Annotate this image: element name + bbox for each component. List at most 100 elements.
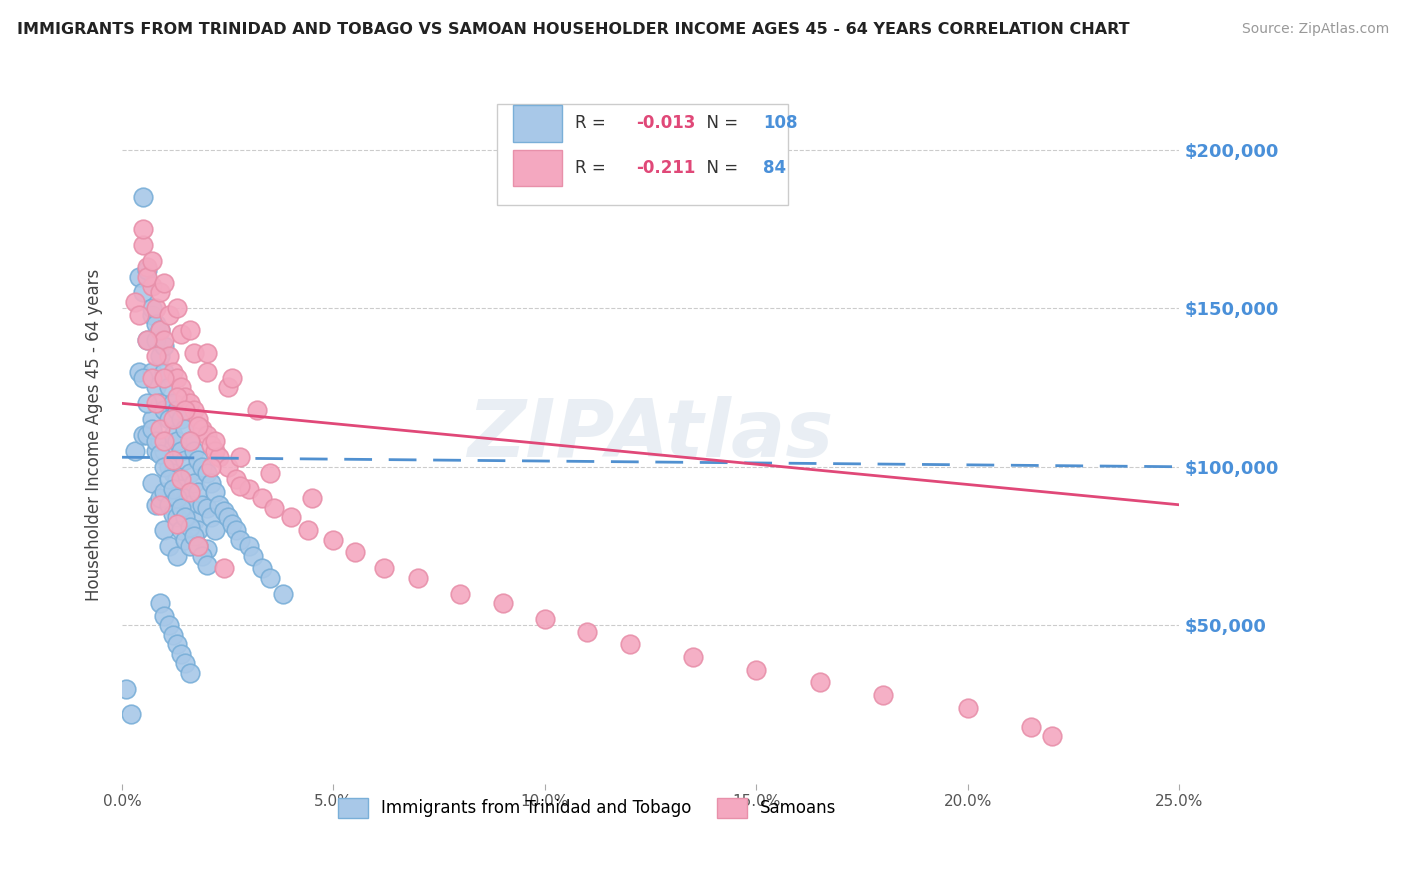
Point	[174, 422, 197, 436]
Point	[217, 380, 239, 394]
Point	[145, 380, 167, 394]
Point	[153, 276, 176, 290]
Point	[149, 447, 172, 461]
Point	[162, 428, 184, 442]
Point	[1042, 729, 1064, 743]
Point	[170, 472, 193, 486]
Point	[136, 260, 159, 274]
Point	[187, 418, 209, 433]
Point	[162, 628, 184, 642]
Point	[191, 498, 214, 512]
Point	[136, 333, 159, 347]
Point	[136, 333, 159, 347]
Point	[179, 665, 201, 680]
Point	[200, 510, 222, 524]
Point	[297, 523, 319, 537]
Point	[166, 510, 188, 524]
Point	[136, 396, 159, 410]
Point	[153, 371, 176, 385]
Point	[174, 657, 197, 671]
Point	[373, 561, 395, 575]
Point	[183, 529, 205, 543]
Point	[141, 308, 163, 322]
Point	[149, 434, 172, 449]
Point	[576, 624, 599, 639]
Point	[204, 485, 226, 500]
Point	[153, 339, 176, 353]
Point	[162, 453, 184, 467]
Point	[145, 434, 167, 449]
Point	[179, 323, 201, 337]
Point	[132, 190, 155, 204]
Point	[301, 491, 323, 506]
Point	[174, 453, 197, 467]
Point	[183, 514, 205, 528]
Point	[187, 453, 209, 467]
Point	[149, 422, 172, 436]
Point	[187, 485, 209, 500]
Point	[179, 498, 201, 512]
Point	[174, 491, 197, 506]
Point	[221, 516, 243, 531]
Point	[246, 402, 269, 417]
Point	[187, 523, 209, 537]
Point	[157, 498, 180, 512]
Text: N =: N =	[696, 159, 744, 177]
Point	[166, 491, 188, 506]
Point	[153, 443, 176, 458]
FancyBboxPatch shape	[513, 105, 562, 142]
Point	[200, 437, 222, 451]
Point	[132, 371, 155, 385]
Point	[162, 396, 184, 410]
Point	[174, 402, 197, 417]
Point	[157, 539, 180, 553]
Point	[195, 466, 218, 480]
Point	[183, 475, 205, 490]
Point	[145, 301, 167, 316]
Point	[179, 485, 201, 500]
Point	[132, 428, 155, 442]
Point	[195, 365, 218, 379]
Point	[229, 450, 252, 465]
Point	[179, 539, 201, 553]
Point	[145, 349, 167, 363]
Point	[145, 333, 167, 347]
Point	[956, 700, 979, 714]
Point	[153, 402, 176, 417]
Point	[183, 443, 205, 458]
Text: Source: ZipAtlas.com: Source: ZipAtlas.com	[1241, 22, 1389, 37]
Point	[170, 500, 193, 515]
Point	[200, 459, 222, 474]
Y-axis label: Householder Income Ages 45 - 64 years: Householder Income Ages 45 - 64 years	[86, 268, 103, 601]
Point	[141, 422, 163, 436]
Point	[212, 561, 235, 575]
Point	[120, 706, 142, 721]
Point	[124, 294, 146, 309]
Point	[745, 663, 768, 677]
Point	[208, 498, 231, 512]
Point	[166, 637, 188, 651]
Point	[153, 523, 176, 537]
Point	[153, 434, 176, 449]
Text: R =: R =	[575, 114, 610, 133]
Point	[145, 498, 167, 512]
Point	[183, 345, 205, 359]
Point	[153, 608, 176, 623]
Point	[145, 317, 167, 331]
Point	[149, 323, 172, 337]
Point	[157, 472, 180, 486]
Point	[259, 571, 281, 585]
Text: N =: N =	[696, 114, 744, 133]
Point	[187, 412, 209, 426]
Point	[162, 482, 184, 496]
Point	[149, 349, 172, 363]
Point	[322, 533, 344, 547]
Point	[682, 649, 704, 664]
Point	[217, 459, 239, 474]
Point	[145, 443, 167, 458]
Point	[191, 459, 214, 474]
Point	[162, 508, 184, 522]
Legend: Immigrants from Trinidad and Tobago, Samoans: Immigrants from Trinidad and Tobago, Sam…	[332, 791, 844, 824]
Point	[195, 500, 218, 515]
Point	[141, 475, 163, 490]
